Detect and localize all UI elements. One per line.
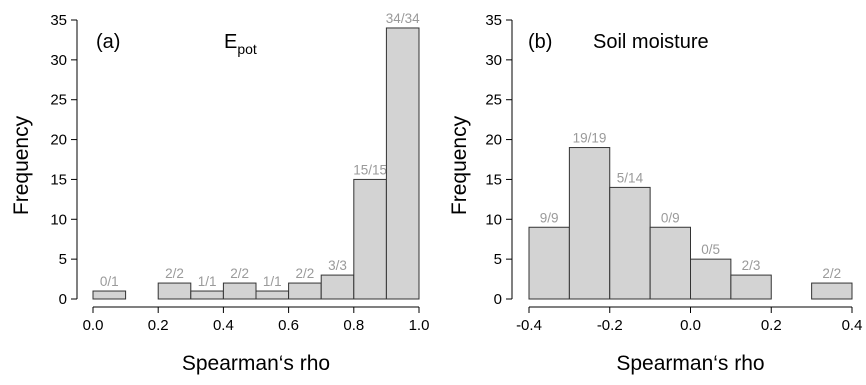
- bar-count-label: 2/2: [165, 266, 184, 281]
- bar-count-label: 2/2: [822, 266, 841, 281]
- panel-b: 9/9 19/19 5/14 0/9 0/5 2/3 2/2 -0.4 -0.2 0.0 0.2 0.…: [448, 12, 862, 375]
- bar-count-label: 15/15: [353, 162, 387, 177]
- y-tick-label: 5: [494, 251, 502, 268]
- histogram-bar: [690, 258, 732, 300]
- bar-count-label: 0/9: [661, 210, 680, 225]
- bar-count-label: 2/2: [230, 266, 249, 281]
- histogram-bar: [730, 274, 772, 300]
- bar-count-label: 19/19: [573, 131, 607, 146]
- histogram-bar: [649, 226, 691, 300]
- histogram-bar: [811, 282, 853, 300]
- x-tick-label: 0.0: [83, 317, 104, 334]
- x-tick-label: 1.0: [409, 317, 430, 334]
- panel-title-subscript: pot: [237, 41, 257, 57]
- panel-tag: (a): [96, 31, 120, 53]
- bar-count-label: 2/3: [742, 258, 761, 273]
- histogram-bar: [288, 282, 322, 300]
- y-tick-label: 10: [485, 211, 502, 228]
- y-tick-label: 25: [50, 92, 67, 109]
- panel-title: Soil moisture: [593, 31, 709, 53]
- histogram-bar: [320, 274, 355, 300]
- x-tick-label: 0.4: [842, 317, 863, 334]
- y-axis-title: Frequency: [10, 115, 33, 215]
- histogram-bar: [222, 282, 257, 300]
- y-tick-label: 35: [50, 12, 67, 29]
- histogram-bar: [609, 186, 651, 300]
- x-tick-label: 0.4: [213, 317, 234, 334]
- x-tick-label: 0.0: [680, 317, 701, 334]
- bar-count-label: 1/1: [198, 274, 217, 289]
- y-tick-label: 15: [50, 171, 67, 188]
- panel-title-main: E: [224, 31, 237, 53]
- bar-count-label: 0/1: [100, 274, 119, 289]
- y-tick-label: 0: [59, 291, 67, 308]
- y-tick-label: 30: [50, 52, 67, 69]
- histogram-bar: [157, 282, 192, 300]
- bar-count-label: 3/3: [328, 258, 347, 273]
- y-axis-title: Frequency: [448, 115, 471, 215]
- x-axis-title: Spearman‘s rho: [616, 352, 764, 375]
- histogram-bar: [385, 27, 420, 300]
- histogram-bar: [568, 147, 611, 300]
- y-tick-label: 0: [494, 291, 502, 308]
- x-tick-label: 0.8: [343, 317, 364, 334]
- histogram-bar: [190, 290, 224, 300]
- histogram-bar: [255, 290, 290, 300]
- bar-count-label: 5/14: [617, 170, 644, 185]
- y-tick-label: 20: [50, 132, 67, 149]
- y-tick-label: 35: [485, 12, 502, 29]
- histogram-bar: [528, 226, 570, 300]
- panel-tag: (b): [528, 31, 552, 53]
- y-tick-label: 20: [485, 132, 502, 149]
- bar-count-label: 34/34: [386, 11, 420, 26]
- x-tick-label: -0.4: [516, 317, 542, 334]
- x-tick-label: 0.2: [148, 317, 169, 334]
- histogram-bar: [92, 290, 127, 300]
- histogram-bar: [353, 178, 387, 300]
- x-axis-title: Spearman‘s rho: [182, 352, 330, 375]
- panel-a: 0/1 2/2 1/1 2/2 1/1 2/2 3/3 15/15 34/34 0.0 0.2 0.4…: [10, 11, 429, 375]
- y-tick-label: 5: [59, 251, 67, 268]
- panel-title: Epot: [224, 31, 257, 57]
- bar-count-label: 2/2: [296, 266, 315, 281]
- panel-title-main: Soil moisture: [593, 31, 709, 53]
- x-tick-label: 0.2: [761, 317, 782, 334]
- y-tick-label: 10: [50, 211, 67, 228]
- x-tick-label: -0.2: [597, 317, 623, 334]
- bar-count-label: 0/5: [701, 242, 720, 257]
- bar-count-label: 9/9: [540, 210, 559, 225]
- y-tick-label: 25: [485, 92, 502, 109]
- y-tick-label: 30: [485, 52, 502, 69]
- y-tick-label: 15: [485, 171, 502, 188]
- x-tick-label: 0.6: [278, 317, 299, 334]
- bar-count-label: 1/1: [263, 274, 282, 289]
